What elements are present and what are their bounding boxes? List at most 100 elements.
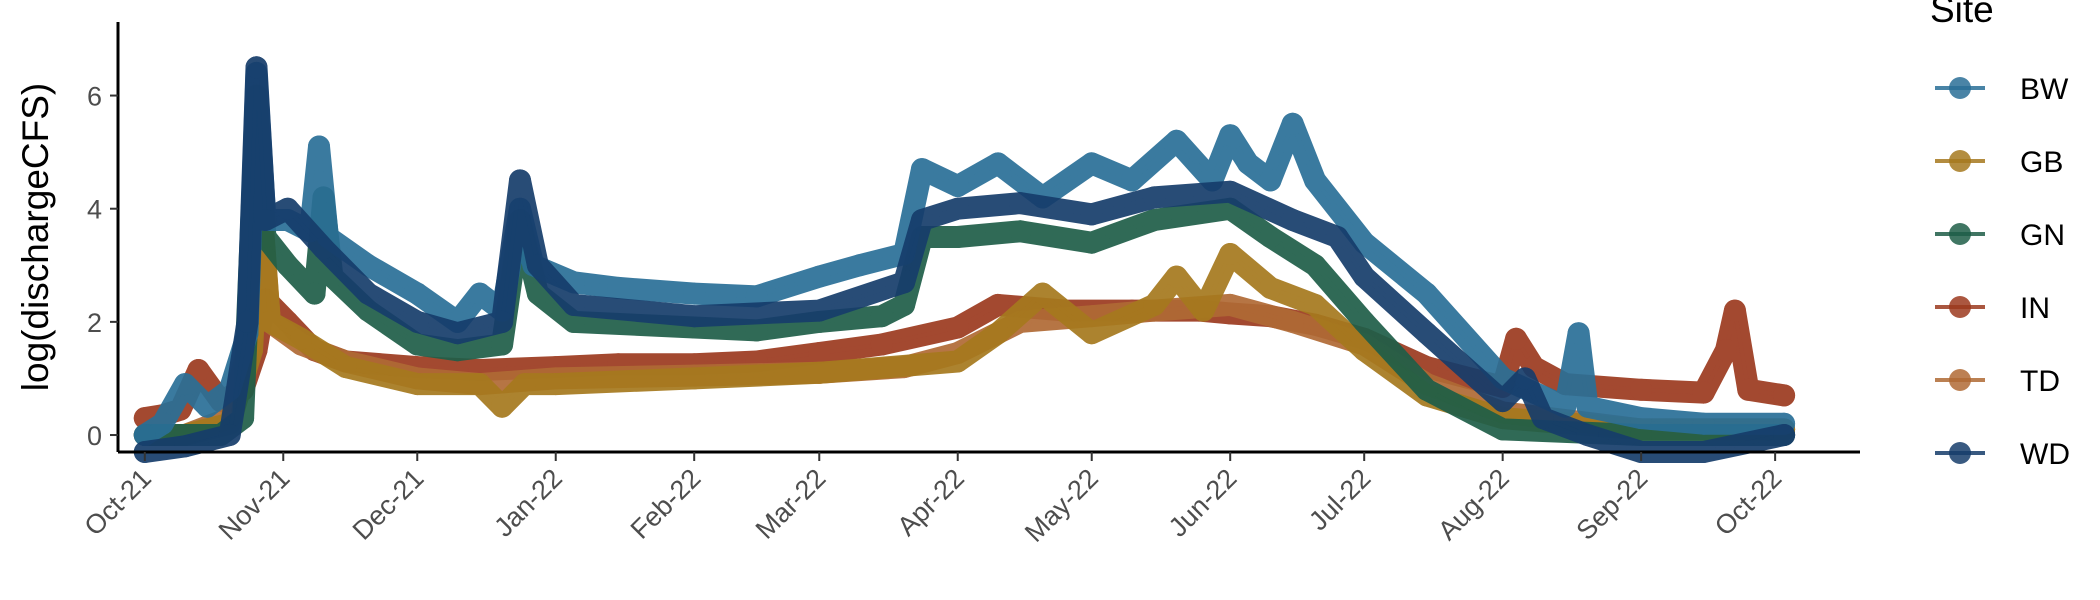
- data-point-GN: [745, 319, 768, 342]
- data-point-IN: [1737, 378, 1760, 401]
- x-tick-label: Mar-22: [750, 463, 832, 545]
- legend-item-GB: GB: [1935, 146, 2063, 179]
- data-point-BW: [683, 282, 706, 305]
- data-point-IN: [1773, 384, 1796, 407]
- data-point-IN: [187, 359, 210, 381]
- series-band-WD: [133, 56, 1796, 463]
- x-tick-label: Aug-22: [1432, 463, 1515, 546]
- data-point-BW: [911, 158, 933, 181]
- data-point-GB: [1192, 299, 1215, 322]
- data-point-GN: [1009, 220, 1032, 243]
- data-point-GB: [986, 322, 1009, 345]
- data-point-BW: [1259, 169, 1282, 192]
- legend-item-BW: BW: [1935, 73, 2069, 106]
- legend-label: TD: [2020, 365, 2060, 398]
- data-point-IN: [1715, 339, 1737, 362]
- x-tick-label: Nov-21: [213, 463, 296, 546]
- data-point-WD: [174, 435, 196, 458]
- data-point-BW: [151, 412, 174, 435]
- x-tick-label: Jun-22: [1163, 463, 1243, 543]
- data-point-WD: [1080, 203, 1103, 226]
- data-point-GB: [946, 350, 969, 373]
- x-tick-label: Sep-22: [1571, 463, 1654, 546]
- data-point-GB: [1143, 293, 1166, 316]
- data-point-WD: [276, 197, 299, 220]
- data-point-GN: [1353, 310, 1376, 333]
- data-point-BW: [1630, 407, 1653, 430]
- data-point-GB: [683, 367, 706, 390]
- data-point-WD: [357, 282, 380, 305]
- data-point-IN: [1505, 327, 1528, 350]
- y-axis-title: log(dischargeCFS): [15, 83, 56, 391]
- data-point-BW: [468, 282, 491, 305]
- data-point-GB: [1219, 243, 1242, 265]
- data-point-WD: [218, 424, 241, 446]
- data-point-BW: [1281, 112, 1304, 135]
- data-point-GB: [808, 361, 831, 384]
- data-point-BW: [1415, 282, 1438, 305]
- data-point-TD: [1219, 293, 1242, 316]
- data-point-WD: [254, 209, 277, 231]
- legend-key-point: [1949, 442, 1971, 464]
- data-point-GN: [946, 226, 969, 248]
- data-point-GB: [258, 310, 281, 333]
- data-point-GN: [1080, 231, 1103, 254]
- data-point-WD: [562, 293, 585, 316]
- data-point-GN: [1304, 254, 1327, 277]
- data-point-WD: [1773, 424, 1796, 446]
- data-point-GN: [870, 305, 893, 328]
- data-point-WD: [509, 169, 531, 192]
- data-point-GB: [1080, 322, 1103, 345]
- series-line-GB: [144, 195, 1785, 437]
- x-tick-label: Apr-22: [891, 463, 970, 542]
- data-point-WD: [491, 310, 514, 333]
- data-point-GN: [446, 339, 469, 362]
- data-point-BW: [1692, 412, 1715, 435]
- legend-label: BW: [2020, 73, 2069, 106]
- data-point-GB: [334, 356, 357, 379]
- data-point-WD: [1576, 424, 1599, 446]
- data-point-WD: [1415, 322, 1438, 345]
- data-point-WD: [1143, 186, 1166, 209]
- data-point-GN: [893, 293, 916, 316]
- y-tick-label: 0: [87, 421, 102, 451]
- legend-key-point: [1949, 296, 1971, 318]
- data-point-WD: [1009, 192, 1032, 215]
- data-point-BW: [1080, 152, 1103, 175]
- data-point-WD: [1531, 407, 1554, 430]
- y-tick-label: 2: [87, 308, 102, 338]
- legend-key-point: [1949, 369, 1971, 391]
- data-point-BW: [848, 254, 871, 277]
- legend-item-IN: IN: [1935, 292, 2050, 325]
- data-point-WD: [406, 310, 429, 333]
- data-point-TD: [1281, 310, 1304, 333]
- y-axis-ticks: 0 2 4 6: [87, 82, 118, 451]
- x-tick-label: May-22: [1019, 463, 1104, 548]
- data-point-BW: [986, 152, 1009, 175]
- data-point-BW: [406, 282, 429, 305]
- data-point-GB: [491, 395, 514, 418]
- data-point-BW: [174, 373, 196, 396]
- data-point-WD: [1281, 209, 1304, 231]
- y-tick-label: 6: [87, 82, 102, 112]
- x-tick-label: Oct-21: [79, 463, 158, 542]
- data-point-IN: [986, 293, 1009, 316]
- legend-label: WD: [2020, 438, 2070, 471]
- data-point-BW: [308, 135, 330, 158]
- data-point-BW: [1304, 169, 1327, 192]
- data-point-GN: [303, 282, 326, 305]
- data-point-GN: [276, 254, 299, 277]
- data-point-WD: [946, 197, 969, 220]
- x-tick-label: Jan-22: [488, 463, 568, 543]
- series-WD: [133, 56, 1796, 463]
- data-point-BW: [745, 285, 768, 308]
- data-point-WD: [526, 254, 549, 277]
- data-point-GB: [406, 373, 429, 396]
- data-point-WD: [808, 299, 831, 322]
- legend-key-point: [1949, 77, 1971, 99]
- data-point-WD: [446, 322, 469, 345]
- x-tick-label: Feb-22: [625, 463, 707, 545]
- data-point-WD: [911, 209, 933, 231]
- legend-key-point: [1949, 150, 1971, 172]
